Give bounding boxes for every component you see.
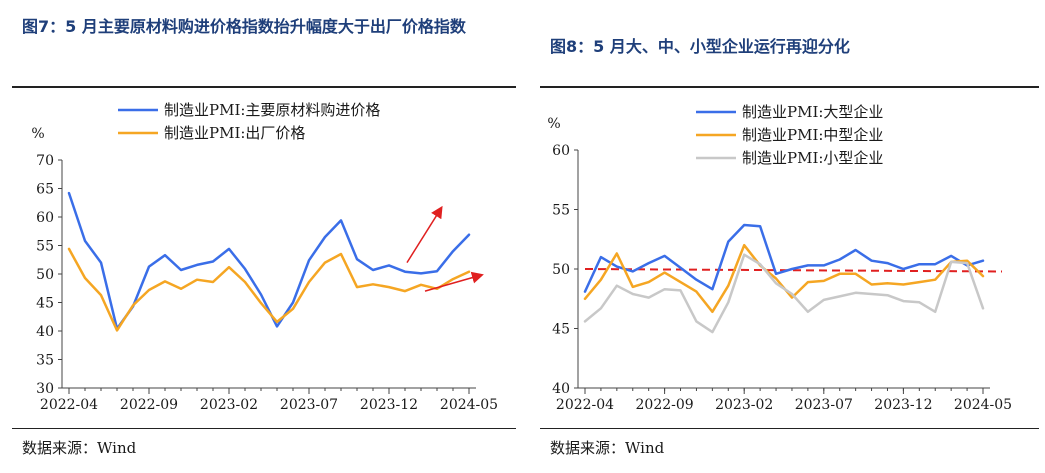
y-tick-label: 50 bbox=[552, 262, 570, 278]
y-tick-label: 50 bbox=[36, 267, 54, 283]
chart-title: 图8：5 月大、中、小型企业运行再迎分化 bbox=[550, 37, 850, 56]
y-tick-label: 55 bbox=[552, 203, 570, 219]
y-axis-unit-label: % bbox=[547, 116, 560, 132]
y-tick-label: 40 bbox=[552, 381, 570, 397]
y-axis-unit-label: % bbox=[31, 126, 44, 142]
x-tick-label: 2023-12 bbox=[360, 397, 418, 413]
reference-line-50 bbox=[584, 268, 1003, 273]
y-tick-label: 45 bbox=[36, 296, 54, 312]
x-tick-label: 2023-07 bbox=[280, 397, 338, 413]
source-note: 数据来源：Wind bbox=[22, 439, 137, 457]
y-tick-label: 60 bbox=[36, 210, 54, 226]
chart-panel-left: 图7：5 月主要原材料购进价格指数抬升幅度大于出厂价格指数 % 30 35 40 45 5… bbox=[0, 0, 522, 473]
series-line-2 bbox=[67, 247, 471, 332]
x-tick-label: 2022-09 bbox=[636, 397, 694, 413]
divider bbox=[12, 86, 516, 88]
series-line-1 bbox=[67, 191, 471, 330]
x-tick-label: 2023-02 bbox=[715, 397, 773, 413]
y-tick-label: 35 bbox=[36, 353, 54, 369]
y-tick-label: 65 bbox=[36, 182, 54, 198]
y-tick-label: 30 bbox=[36, 381, 54, 397]
legend-label-3: 制造业PMI:小型企业 bbox=[742, 149, 883, 167]
legend-label-1: 制造业PMI:主要原材料购进价格 bbox=[164, 101, 380, 119]
divider bbox=[540, 86, 1039, 88]
annotation-arrow-2 bbox=[424, 271, 484, 292]
y-tick-label: 40 bbox=[36, 324, 54, 340]
x-tick-label: 2023-02 bbox=[200, 397, 258, 413]
x-tick-label: 2024-05 bbox=[440, 397, 498, 413]
legend-label-2: 制造业PMI:中型企业 bbox=[742, 126, 883, 144]
x-tick-label: 2023-12 bbox=[874, 397, 932, 413]
x-tick-label: 2023-07 bbox=[795, 397, 853, 413]
series-line-1 bbox=[583, 223, 985, 293]
y-tick-label: 60 bbox=[552, 143, 570, 159]
divider bbox=[540, 428, 1039, 429]
y-tick-label: 45 bbox=[552, 322, 570, 338]
line-chart-prices: % 30 35 40 45 50 55 60 65 70 2022-04 2022-09 2023-02… bbox=[31, 101, 498, 413]
series-line-3 bbox=[583, 253, 985, 334]
line-chart-enterprise-size: % 40 45 50 55 60 2022-04 2022-09 2023-02 2023-07 2… bbox=[547, 103, 1012, 413]
chart-panel-right: 图8：5 月大、中、小型企业运行再迎分化 % 40 45 50 55 60 2022-04 2… bbox=[528, 0, 1045, 473]
legend-label-1: 制造业PMI:大型企业 bbox=[742, 103, 883, 121]
x-tick-label: 2022-04 bbox=[556, 397, 614, 413]
y-tick-label: 70 bbox=[36, 153, 54, 169]
divider bbox=[12, 428, 516, 429]
annotation-arrow-1 bbox=[406, 205, 443, 263]
chart-title: 图7：5 月主要原材料购进价格指数抬升幅度大于出厂价格指数 bbox=[22, 17, 466, 36]
series-line-2 bbox=[583, 243, 985, 314]
x-tick-label: 2022-04 bbox=[40, 397, 98, 413]
source-note: 数据来源：Wind bbox=[550, 439, 665, 457]
x-tick-label: 2024-05 bbox=[954, 397, 1012, 413]
y-tick-label: 55 bbox=[36, 239, 54, 255]
legend-label-2: 制造业PMI:出厂价格 bbox=[164, 124, 305, 142]
x-tick-label: 2022-09 bbox=[120, 397, 178, 413]
